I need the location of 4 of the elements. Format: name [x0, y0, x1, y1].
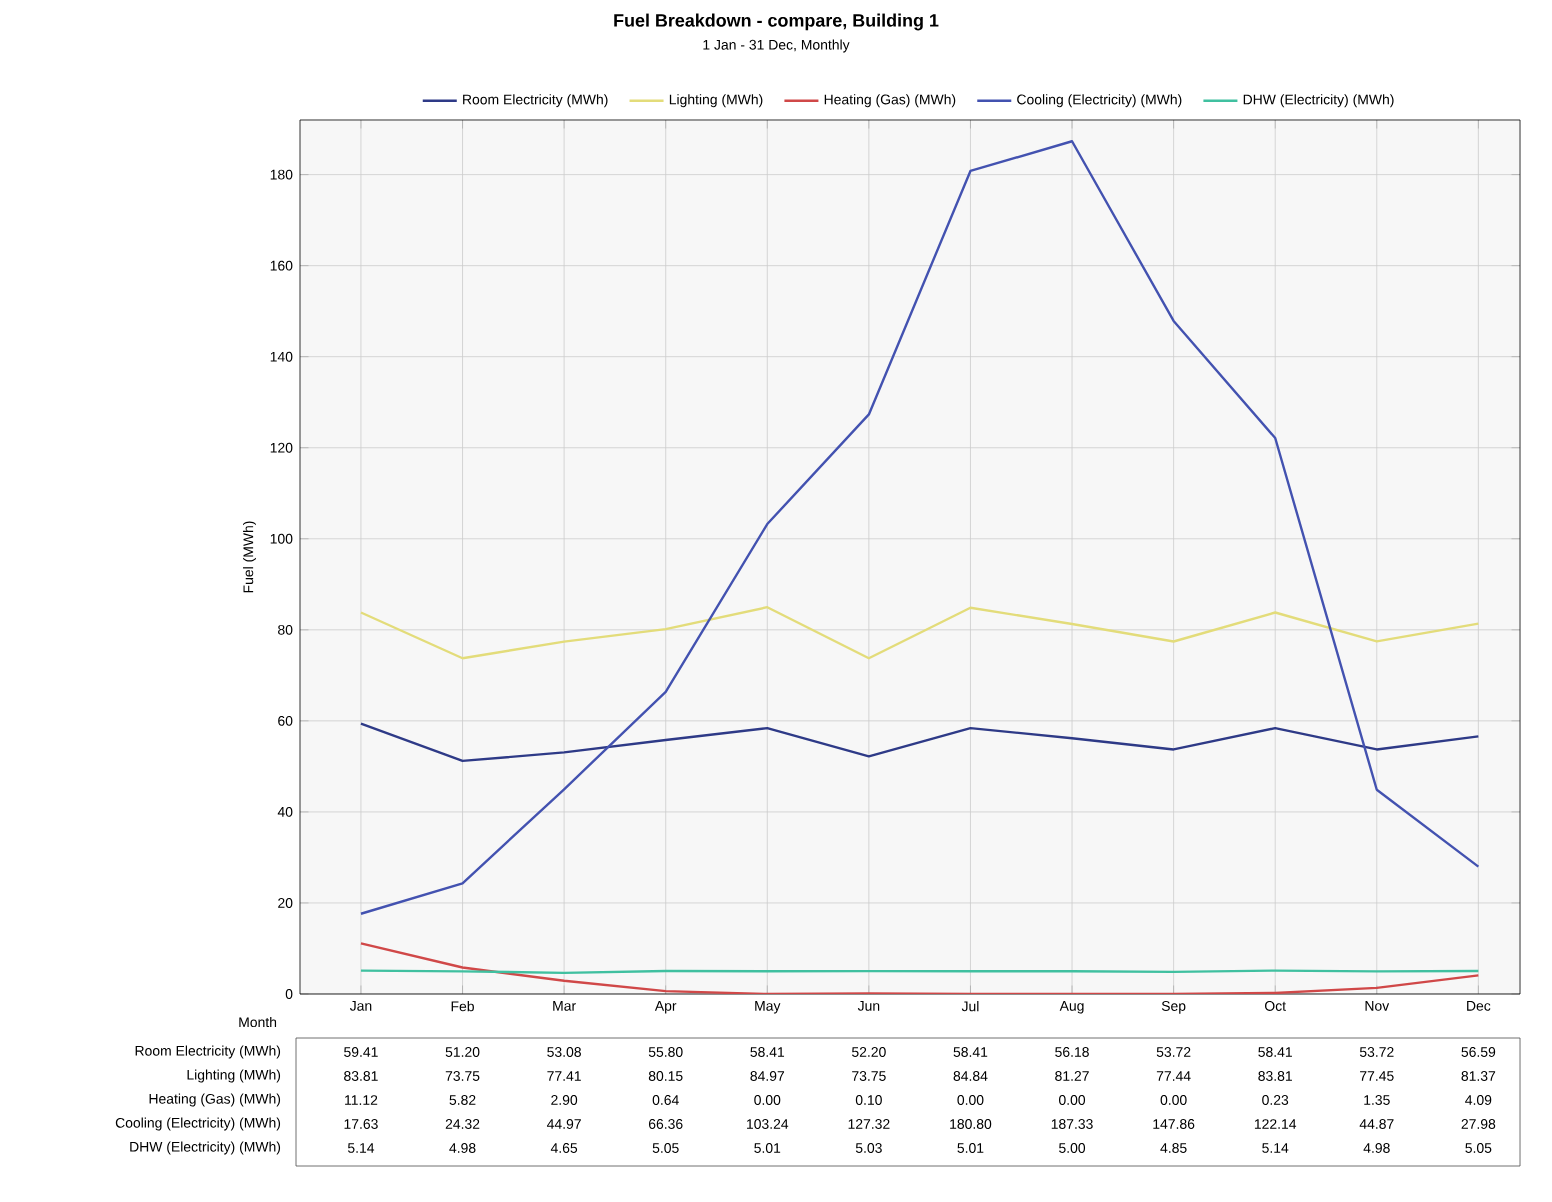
chart-title: Fuel Breakdown - compare, Building 1: [614, 13, 939, 31]
line-series: [359, 722, 1480, 763]
line-series: [359, 606, 1480, 660]
line-series: [359, 140, 1480, 915]
